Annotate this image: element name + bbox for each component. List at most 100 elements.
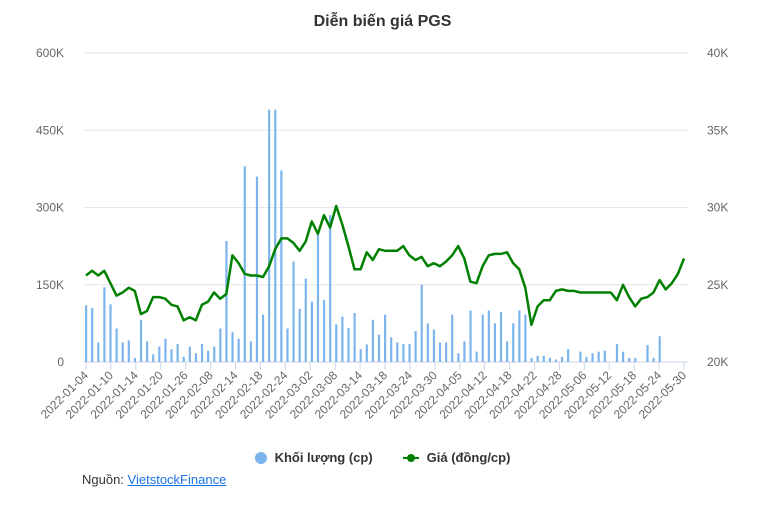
volume-bar[interactable] (414, 331, 417, 362)
volume-bar[interactable] (530, 357, 533, 362)
volume-bar[interactable] (109, 304, 112, 362)
volume-bar[interactable] (591, 353, 594, 362)
volume-bar[interactable] (176, 343, 179, 362)
volume-bar[interactable] (164, 338, 167, 362)
volume-bar[interactable] (158, 346, 161, 362)
volume-bar[interactable] (127, 340, 130, 362)
volume-bar[interactable] (634, 357, 637, 362)
source-link[interactable]: VietstockFinance (127, 472, 227, 487)
volume-bar[interactable] (213, 346, 216, 362)
volume-bar[interactable] (554, 359, 558, 362)
volume-bar[interactable] (335, 324, 338, 362)
volume-bar[interactable] (170, 349, 173, 362)
volume-bar[interactable] (506, 341, 509, 362)
legend-price-label: Giá (đồng/cp) (426, 450, 511, 465)
volume-bar[interactable] (579, 351, 582, 362)
volume-bar[interactable] (152, 354, 155, 362)
legend-item-price[interactable]: Giá (đồng/cp) (402, 450, 511, 465)
volume-bar[interactable] (97, 342, 100, 362)
volume-bar[interactable] (567, 349, 570, 362)
left-tick-label: 600K (36, 46, 64, 60)
volume-bar[interactable] (524, 314, 527, 362)
volume-bar[interactable] (255, 176, 259, 362)
volume-bar[interactable] (475, 351, 478, 362)
volume-bar[interactable] (304, 278, 307, 362)
volume-bar[interactable] (493, 323, 497, 362)
volume-bar[interactable] (200, 343, 204, 362)
volume-bar[interactable] (292, 261, 295, 362)
volume-bar[interactable] (182, 356, 185, 362)
volume-bar[interactable] (133, 357, 137, 362)
volume-bar[interactable] (518, 310, 521, 363)
volume-bar[interactable] (384, 314, 387, 362)
volume-bar[interactable] (408, 343, 411, 362)
volume-bar[interactable] (371, 319, 374, 362)
right-tick-label: 40K (707, 46, 728, 60)
volume-bar[interactable] (499, 312, 503, 362)
legend-item-volume[interactable]: Khối lượng (cp) (254, 450, 373, 465)
volume-bar[interactable] (341, 316, 344, 362)
volume-bar[interactable] (426, 323, 429, 362)
volume-bar[interactable] (548, 357, 551, 362)
volume-bar[interactable] (268, 109, 271, 363)
price-line-path[interactable] (85, 204, 686, 327)
volume-bar[interactable] (347, 328, 350, 362)
volume-bar[interactable] (512, 323, 515, 362)
volume-bar[interactable] (188, 346, 191, 362)
volume-bar[interactable] (445, 342, 448, 362)
volume-bar[interactable] (585, 356, 588, 362)
volume-bar[interactable] (194, 353, 198, 362)
volume-bar[interactable] (316, 230, 320, 362)
volume-bar[interactable] (621, 351, 625, 362)
volume-bar[interactable] (469, 310, 472, 363)
volume-bar[interactable] (396, 342, 399, 362)
volume-bar[interactable] (603, 350, 606, 362)
volume-bar[interactable] (237, 338, 240, 362)
volume-bar[interactable] (597, 351, 600, 362)
volume-bar[interactable] (432, 329, 436, 362)
volume-bar[interactable] (457, 353, 460, 362)
volume-bar[interactable] (139, 319, 143, 362)
volume-bar[interactable] (310, 301, 313, 362)
volume-bar[interactable] (359, 349, 362, 362)
volume-bar[interactable] (322, 300, 326, 362)
volume-bar[interactable] (463, 341, 466, 362)
volume-bar[interactable] (280, 170, 283, 362)
volume-bar[interactable] (365, 344, 368, 362)
volume-bar[interactable] (481, 314, 484, 362)
volume-bar[interactable] (103, 287, 106, 362)
volume-bar[interactable] (261, 314, 265, 362)
volume-bar[interactable] (646, 345, 649, 362)
volume-bar[interactable] (225, 240, 228, 362)
volume-bar[interactable] (536, 355, 539, 362)
volume-bar[interactable] (91, 307, 94, 362)
volume-bar[interactable] (231, 332, 234, 362)
volume-bar[interactable] (146, 341, 149, 362)
volume-bar[interactable] (298, 308, 301, 362)
volume-bar[interactable] (487, 310, 490, 363)
volume-bar[interactable] (652, 357, 655, 362)
volume-bar[interactable] (243, 166, 246, 362)
volume-bar[interactable] (390, 337, 393, 362)
volume-bar[interactable] (85, 305, 88, 362)
volume-bar[interactable] (658, 336, 661, 362)
volume-bar[interactable] (274, 109, 277, 363)
volume-bar[interactable] (615, 343, 619, 362)
volume-bar[interactable] (121, 342, 124, 362)
volume-bar[interactable] (115, 328, 118, 362)
volume-bar[interactable] (560, 356, 564, 362)
volume-bar[interactable] (451, 314, 454, 362)
volume-bar[interactable] (438, 342, 442, 362)
volume-bar[interactable] (249, 341, 252, 362)
source-credit: Nguồn: VietstockFinance (82, 472, 226, 487)
volume-bar[interactable] (219, 328, 222, 362)
volume-bar[interactable] (402, 343, 405, 362)
volume-bar[interactable] (207, 350, 210, 362)
volume-bar[interactable] (329, 215, 332, 362)
volume-bar[interactable] (353, 313, 356, 362)
volume-bar[interactable] (286, 328, 289, 362)
volume-bar[interactable] (628, 357, 631, 362)
volume-bar[interactable] (377, 334, 381, 362)
volume-bar[interactable] (420, 284, 423, 362)
volume-bar[interactable] (542, 355, 545, 362)
